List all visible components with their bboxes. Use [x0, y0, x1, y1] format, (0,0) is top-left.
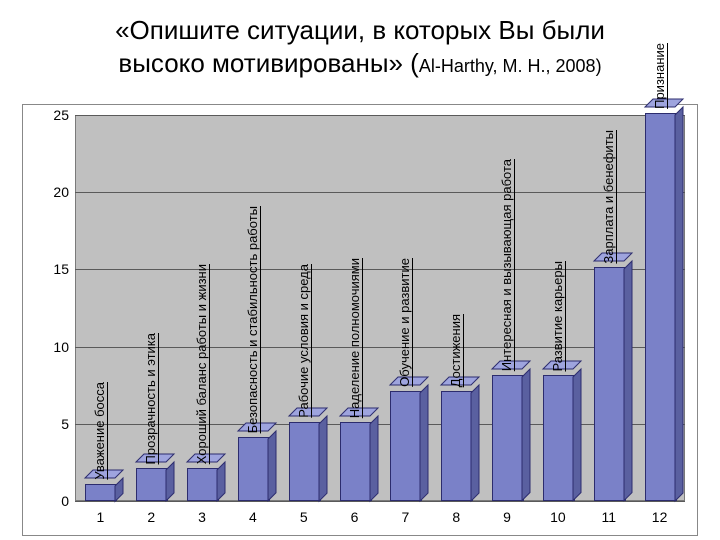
bar [441, 393, 479, 501]
category-label: Безопасность и стабильность работы [246, 206, 260, 433]
bar-front [136, 468, 168, 501]
x-axis-label: 12 [652, 509, 668, 525]
x-axis-label: 3 [198, 509, 206, 525]
bar-side [675, 115, 683, 501]
category-label: Хороший баланс работы и жизни [195, 264, 209, 464]
bar [594, 269, 632, 501]
x-axis-label: 1 [97, 509, 105, 525]
bar [136, 470, 174, 501]
bar-front [543, 375, 575, 501]
x-axis-label: 11 [601, 509, 616, 525]
bar-front [289, 422, 321, 501]
gridline [75, 115, 685, 116]
chart-container: 0 5 10 15 20 25 1 Уважение босса 2 Прозрачность и… [22, 104, 698, 536]
bar-side [319, 424, 327, 501]
category-label: Зарплата и бенефиты [602, 130, 616, 264]
category-label: Признание [653, 43, 667, 109]
bar-side [115, 486, 123, 501]
bar [543, 377, 581, 501]
x-axis-label: 4 [249, 509, 257, 525]
y-axis-label: 20 [35, 184, 69, 200]
chart-plot-area: 05101520251Уважение босса2Прозрачность и… [75, 115, 685, 501]
title-citation: Al-Harthy, M. H., 2008) [419, 56, 602, 76]
bar [340, 424, 378, 501]
bar-front [441, 391, 473, 501]
title-line1: «Опишите ситуации, в которых Вы были [115, 15, 605, 45]
slide-title: «Опишите ситуации, в которых Вы были выс… [20, 14, 700, 79]
y-axis-label: 5 [35, 416, 69, 432]
bar-side [420, 393, 428, 501]
category-label: Прозрачность и этика [144, 333, 158, 464]
bar-side [370, 424, 378, 501]
y-axis-label: 0 [35, 493, 69, 509]
bar-side [268, 439, 276, 501]
bar-front [645, 113, 677, 501]
bar-front [492, 375, 524, 501]
bar-side [217, 470, 225, 501]
bar [289, 424, 327, 501]
gridline [75, 192, 685, 193]
x-axis-label: 9 [503, 509, 511, 525]
x-axis-label: 2 [147, 509, 155, 525]
bar-side [522, 377, 530, 501]
x-axis-label: 5 [300, 509, 308, 525]
y-axis-label: 15 [35, 261, 69, 277]
bar-front [238, 437, 270, 501]
bar [390, 393, 428, 501]
x-axis-label: 7 [402, 509, 410, 525]
bar [492, 377, 530, 501]
category-label: Наделение полномочиями [348, 258, 362, 418]
category-label: Уважение босса [93, 382, 107, 480]
bar-front [85, 484, 117, 501]
x-axis-label: 10 [550, 509, 566, 525]
bar-side [573, 377, 581, 501]
bar [85, 486, 123, 501]
category-label: Развитие карьеры [551, 261, 565, 372]
bar-side [624, 269, 632, 501]
y-axis-label: 10 [35, 339, 69, 355]
bar [187, 470, 225, 501]
category-label: Рабочие условия и среда [297, 264, 311, 418]
bar-front [594, 267, 626, 501]
x-axis-label: 8 [452, 509, 460, 525]
bar-front [187, 468, 219, 501]
bar-side [166, 470, 174, 501]
x-axis-label: 6 [351, 509, 359, 525]
bar-front [340, 422, 372, 501]
category-label: Интересная и вызывающая работа [500, 159, 514, 371]
category-label: Обучение и развитие [398, 258, 412, 387]
category-label: Достижения [449, 314, 463, 387]
y-axis-label: 25 [35, 107, 69, 123]
bar-side [471, 393, 479, 501]
bar [645, 115, 683, 501]
title-line2-prefix: высоко мотивированы» ( [118, 48, 418, 78]
bar-front [390, 391, 422, 501]
bar [238, 439, 276, 501]
